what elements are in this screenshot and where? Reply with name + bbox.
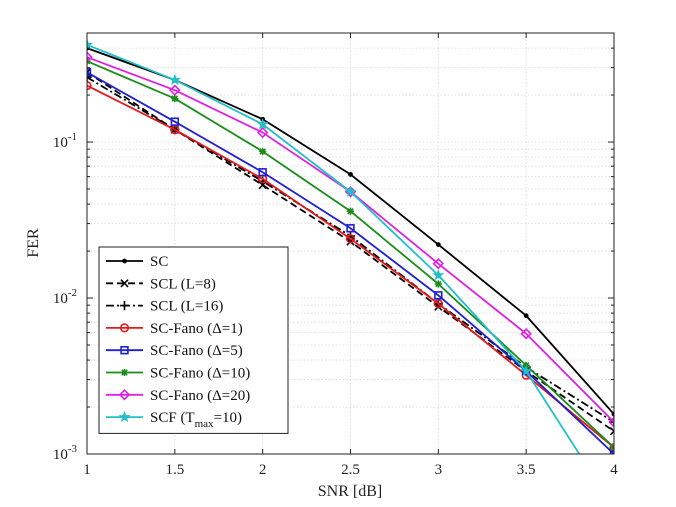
- legend-label: SC: [150, 254, 168, 270]
- data-point: [434, 291, 443, 300]
- y-tick-base: 10: [53, 135, 68, 151]
- legend-label: SCF (Tmax=10): [150, 410, 242, 430]
- data-point: [259, 147, 267, 156]
- legend-label: SC-Fano (Δ=20): [150, 388, 250, 404]
- y-tick-exponent: -2: [68, 287, 77, 299]
- data-point: [87, 72, 92, 82]
- data-point: [118, 410, 131, 423]
- legend-label: SCL (L=8): [150, 276, 216, 292]
- legend-entry: SC-Fano (Δ=5): [106, 343, 243, 359]
- data-point: [434, 280, 442, 288]
- data-point: [87, 68, 92, 77]
- data-point: [609, 442, 614, 453]
- y-tick-label: 10-3: [53, 443, 78, 463]
- data-point: [119, 323, 130, 333]
- legend-label-post: =10): [214, 410, 242, 426]
- series-layer: [87, 38, 614, 454]
- y-axis-label: FER: [25, 228, 42, 258]
- data-point: [168, 73, 181, 86]
- data-point: [256, 118, 269, 130]
- legend-entry: SCL (L=16): [106, 299, 223, 315]
- x-tick-label: 2: [259, 462, 267, 478]
- data-point: [345, 234, 356, 244]
- legend-label: SCL (L=16): [150, 299, 223, 315]
- data-point: [346, 237, 355, 246]
- data-point: [608, 416, 614, 428]
- y-tick-base: 10: [53, 291, 68, 307]
- data-point: [171, 94, 179, 103]
- legend-label-sub: max: [195, 418, 214, 430]
- y-tick-label: 10-2: [53, 287, 77, 307]
- data-point: [520, 364, 533, 377]
- data-point: [122, 258, 127, 264]
- y-tick-exponent: -3: [68, 443, 78, 455]
- legend-entry: SC-Fano (Δ=20): [106, 388, 250, 404]
- data-point: [120, 279, 129, 288]
- legend-entry: SC-Fano (Δ=10): [106, 366, 250, 382]
- data-point: [87, 38, 93, 50]
- data-point: [258, 168, 267, 177]
- y-tick-exponent: -1: [68, 131, 77, 143]
- x-tick-label: 3.5: [517, 462, 536, 478]
- data-point: [432, 257, 445, 270]
- legend-entry: SCF (Tmax=10): [106, 410, 242, 430]
- legend-label: SC-Fano (Δ=10): [150, 366, 250, 382]
- x-tick-label: 1.5: [165, 462, 184, 478]
- legend-label: SC-Fano (Δ=5): [150, 343, 243, 359]
- data-point: [348, 172, 353, 177]
- data-point: [169, 84, 181, 96]
- x-tick-label: 2.5: [341, 462, 360, 478]
- legend-label-pre: SCF (T: [150, 410, 195, 426]
- data-point: [346, 224, 355, 233]
- legend-box: [98, 246, 289, 434]
- legend-entry: SCL (L=8): [106, 276, 216, 292]
- y-tick-base: 10: [53, 447, 68, 463]
- data-point: [118, 389, 131, 401]
- data-point: [87, 81, 92, 91]
- data-point: [87, 51, 93, 63]
- data-point: [87, 68, 92, 77]
- data-point: [520, 328, 532, 340]
- legend-label: SC-Fano (Δ=1): [150, 321, 243, 337]
- y-tick-label: 10-1: [53, 131, 77, 151]
- data-point: [120, 368, 129, 377]
- data-point: [432, 268, 445, 281]
- data-point: [344, 185, 357, 197]
- data-point: [170, 117, 180, 126]
- tick-labels: 1 1.5 2 2.5 3 3.5 410-110-210-3: [53, 131, 618, 478]
- data-point: [119, 301, 130, 311]
- data-point: [609, 417, 614, 427]
- data-point: [609, 427, 614, 436]
- x-axis-label: SNR [dB]: [318, 483, 382, 500]
- data-point: [346, 207, 355, 215]
- data-point: [256, 126, 269, 139]
- data-point: [433, 299, 443, 309]
- data-point: [120, 345, 129, 355]
- x-tick-label: 3: [435, 462, 443, 478]
- legend: SC SCL (L=8) SCL (L=16) SC-Fano (Δ=1) SC-Fan…: [98, 246, 289, 434]
- data-point: [523, 313, 529, 319]
- legend-entry: SC-Fano (Δ=1): [106, 321, 243, 337]
- series-8: [87, 38, 581, 454]
- legend-entry: SC: [106, 254, 168, 270]
- x-tick-label: 1: [83, 462, 91, 478]
- x-tick-label: 4: [610, 462, 618, 478]
- axis-ticks: [86, 32, 615, 455]
- data-point: [435, 242, 441, 248]
